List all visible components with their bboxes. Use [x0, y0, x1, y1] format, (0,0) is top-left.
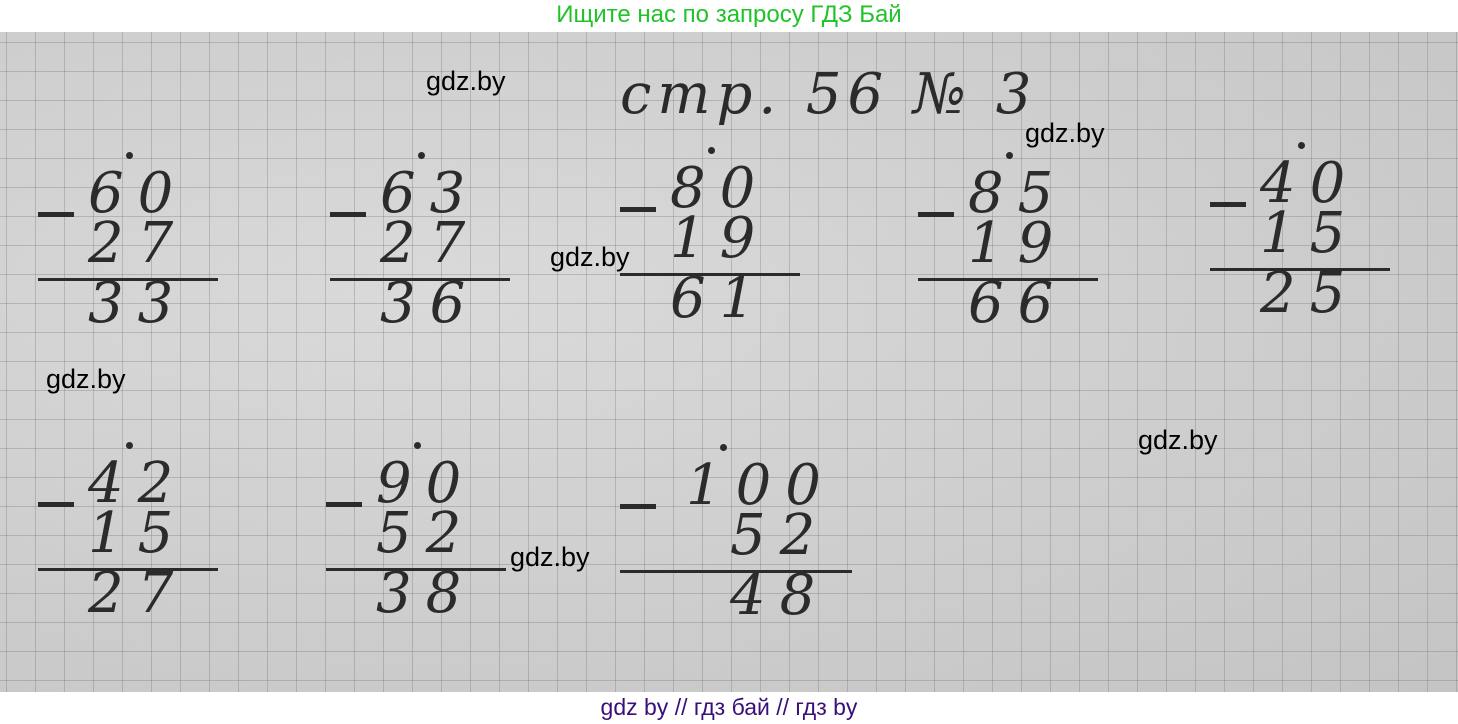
minus-sign: [620, 207, 656, 212]
result: 25: [1260, 261, 1360, 326]
borrow-dot: [418, 152, 425, 159]
minuend: 85: [968, 161, 1068, 226]
subtrahend: 52: [730, 503, 830, 568]
minus-sign: [326, 502, 362, 507]
minuend: 100: [686, 453, 835, 518]
result-line: [38, 278, 218, 281]
minuend: 63: [380, 161, 480, 226]
minuend: 42: [88, 451, 188, 516]
header-banner: Ищите нас по запросу ГДЗ Бай: [556, 1, 902, 28]
result: 61: [670, 266, 770, 331]
result: 66: [968, 271, 1068, 336]
subtraction-problem: 90 52 38: [326, 442, 516, 652]
watermark: gdz.by: [46, 364, 126, 394]
subtraction-problem: 100 52 48: [620, 444, 860, 654]
subtrahend: 27: [380, 211, 480, 276]
borrow-dot: [1006, 152, 1013, 159]
result-line: [1210, 268, 1390, 271]
subtraction-problem: 63 27 36: [330, 152, 520, 362]
subtraction-problem: 80 19 61: [620, 147, 810, 357]
borrow-dot: [708, 147, 715, 154]
minus-sign: [1210, 202, 1246, 207]
borrow-dot: [720, 444, 727, 451]
subtraction-problem: 42 15 27: [38, 442, 228, 652]
borrow-dot: [414, 442, 421, 449]
subtrahend: 19: [968, 211, 1068, 276]
footer-banner: gdz by // гдз бай // гдз by: [600, 694, 858, 720]
result: 33: [88, 271, 188, 336]
minuend: 40: [1260, 151, 1360, 216]
borrow-dot: [126, 442, 133, 449]
minus-sign: [38, 212, 74, 217]
minus-sign: [38, 502, 74, 507]
result: 38: [376, 561, 476, 626]
result: 48: [730, 563, 830, 628]
subtrahend: 19: [670, 206, 770, 271]
watermark: gdz.by: [510, 542, 590, 572]
result-line: [620, 273, 800, 276]
notebook-photo: стр. 56 № 3 60 27 33 63 27 36 80 19 61 8…: [0, 32, 1458, 692]
minus-sign: [918, 212, 954, 217]
watermark: gdz.by: [550, 242, 630, 272]
borrow-dot: [1298, 142, 1305, 149]
result: 27: [88, 561, 188, 626]
watermark: gdz.by: [1138, 425, 1218, 455]
result-line: [330, 278, 510, 281]
minuend: 60: [88, 161, 188, 226]
subtraction-problem: 85 19 66: [918, 152, 1108, 362]
minus-sign: [620, 504, 656, 509]
subtrahend: 52: [376, 501, 476, 566]
result: 36: [380, 271, 480, 336]
subtrahend: 15: [88, 501, 188, 566]
result-line: [918, 278, 1098, 281]
minus-sign: [330, 212, 366, 217]
page-title: стр. 56 № 3: [620, 62, 1038, 127]
subtraction-problem: 40 15 25: [1210, 142, 1400, 352]
minuend: 90: [376, 451, 476, 516]
watermark: gdz.by: [1025, 118, 1105, 148]
result-line: [620, 570, 852, 573]
watermark: gdz.by: [426, 66, 506, 96]
result-line: [38, 568, 218, 571]
subtrahend: 27: [88, 211, 188, 276]
result-line: [326, 568, 506, 571]
subtrahend: 15: [1260, 201, 1360, 266]
borrow-dot: [126, 152, 133, 159]
minuend: 80: [670, 156, 770, 221]
subtraction-problem: 60 27 33: [38, 152, 228, 362]
